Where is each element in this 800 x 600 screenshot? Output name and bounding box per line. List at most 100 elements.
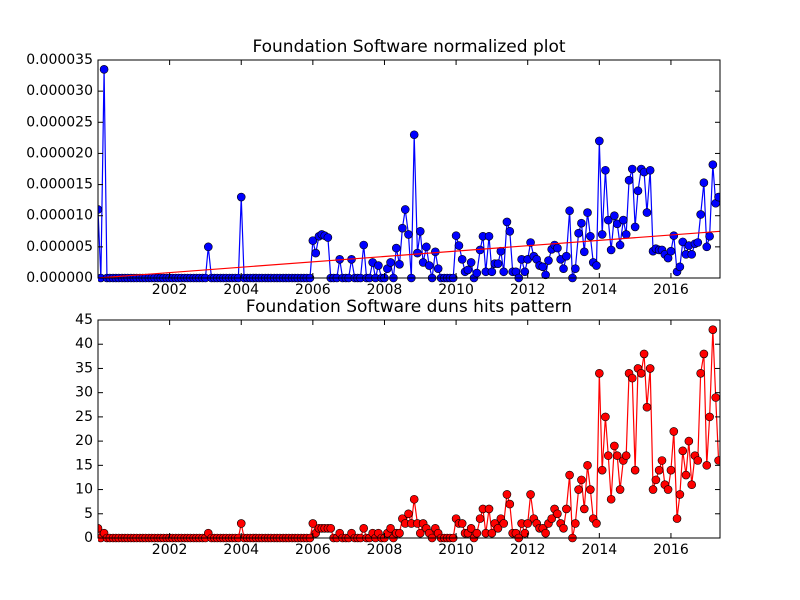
point [559, 524, 568, 533]
point [415, 226, 425, 236]
point [499, 519, 509, 528]
point [466, 524, 476, 533]
point [562, 504, 571, 514]
axes-frame [97, 319, 721, 539]
point [597, 465, 607, 475]
point [472, 268, 482, 278]
point [577, 475, 586, 485]
point [714, 456, 720, 465]
point [610, 441, 619, 451]
point [595, 368, 604, 378]
point [645, 165, 655, 175]
x-tick-label: 2008 [367, 282, 403, 298]
point [571, 264, 580, 273]
point [627, 164, 637, 174]
point [487, 528, 497, 538]
point [586, 485, 595, 494]
point [610, 211, 619, 221]
point [553, 509, 562, 519]
point [577, 218, 586, 228]
point [484, 231, 494, 241]
point [592, 519, 601, 528]
x-tick-label: 2010 [438, 282, 474, 298]
point [203, 242, 213, 252]
point [404, 230, 413, 239]
point [603, 451, 613, 460]
point [579, 247, 589, 257]
plot-area [98, 325, 720, 543]
x-tick-label: 2010 [438, 542, 474, 558]
point [696, 368, 705, 378]
x-tick-label: 2006 [295, 282, 331, 298]
y-tick-label: 35 [75, 360, 93, 376]
point [678, 446, 688, 456]
x-tick-label: 2012 [510, 542, 546, 558]
point [451, 231, 461, 240]
point [574, 228, 583, 238]
point [579, 504, 589, 514]
point [499, 267, 509, 277]
chart-title: Foundation Software normalized plot [252, 37, 565, 57]
x-tick-label: 2006 [295, 542, 331, 558]
y-tick-label: 0.000000 [26, 270, 93, 286]
point [415, 528, 425, 538]
point [621, 230, 631, 239]
point [236, 519, 246, 528]
point [601, 412, 610, 422]
point [574, 485, 583, 494]
y-tick-label: 0.000010 [26, 208, 93, 224]
point [359, 240, 369, 250]
point [538, 262, 548, 272]
x-tick-label: 2016 [653, 282, 689, 298]
point [583, 208, 592, 217]
point [592, 261, 601, 270]
point [669, 231, 679, 240]
point [422, 242, 431, 252]
point [565, 470, 574, 480]
point [374, 261, 383, 270]
point [526, 238, 535, 247]
point [487, 267, 497, 277]
point [693, 238, 703, 247]
y-tick-label: 45 [75, 312, 93, 328]
y-tick-label: 15 [75, 457, 93, 473]
point [386, 258, 395, 267]
point [544, 256, 553, 265]
point [657, 456, 667, 465]
x-tick-label: 2014 [582, 282, 618, 298]
point [541, 528, 550, 538]
point [520, 267, 530, 277]
x-tick-label: 2014 [582, 542, 618, 558]
x-tick-label: 2016 [653, 542, 689, 558]
x-tick-label: 2004 [223, 542, 259, 558]
point [565, 206, 574, 216]
point [391, 243, 401, 253]
point [675, 490, 685, 499]
point [571, 519, 580, 528]
point [586, 231, 595, 241]
point [553, 243, 562, 253]
point [98, 205, 103, 214]
series-line [98, 69, 720, 281]
x-tick-label: 2012 [510, 282, 546, 298]
point [636, 368, 646, 378]
point [606, 245, 616, 255]
point [663, 485, 673, 494]
y-tick-label: 5 [84, 506, 93, 522]
series-line [98, 329, 720, 540]
point [311, 248, 321, 258]
y-tick-label: 0.000030 [26, 83, 93, 99]
point [541, 270, 550, 280]
point [308, 519, 318, 528]
point [642, 402, 652, 412]
chart-title: Foundation Software duns hits pattern [246, 297, 572, 317]
point [466, 258, 476, 267]
point [236, 192, 246, 202]
point [681, 470, 691, 480]
point [526, 490, 535, 499]
point [606, 494, 616, 504]
point [630, 465, 640, 475]
point [687, 480, 697, 490]
y-tick-label: 10 [75, 482, 93, 498]
